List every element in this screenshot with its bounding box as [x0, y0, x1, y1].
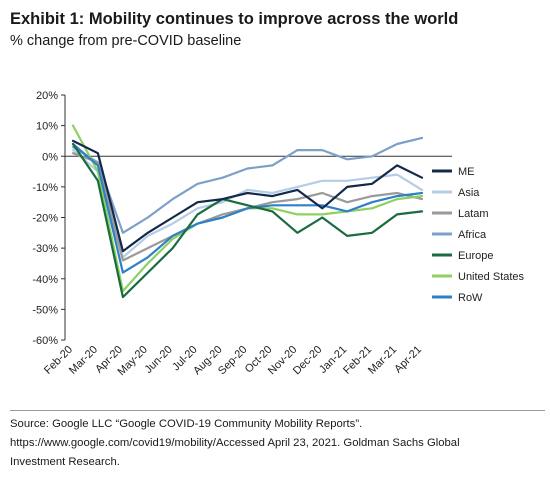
legend-label: Europe [458, 250, 493, 262]
y-tick-label: -10% [32, 182, 58, 194]
source-note: Source: Google LLC “Google COVID-19 Comm… [10, 410, 545, 472]
chart-subtitle: % change from pre-COVID baseline [10, 33, 242, 49]
y-tick-label: 20% [36, 90, 58, 102]
series-lines [71, 124, 424, 299]
source-line-3: Investment Research. [10, 456, 120, 468]
source-line-2: https://www.google.com/covid19/mobility/… [10, 437, 460, 449]
legend-label: RoW [458, 292, 483, 304]
y-tick-label: 0% [42, 151, 58, 163]
x-tick-label: Mar-20 [67, 344, 100, 377]
legend-label: Africa [458, 229, 487, 241]
legend-label: ME [458, 166, 475, 178]
x-tick-label: Jun-20 [143, 344, 175, 376]
legend-label: United States [458, 271, 525, 283]
series-line-europe [71, 142, 424, 299]
legend-label: Latam [458, 208, 489, 220]
series-line-me [71, 139, 424, 253]
axes: 20%10%0%-10%-20%-30%-40%-50%-60%Feb-20Ma… [32, 90, 452, 378]
y-tick-label: -20% [32, 213, 58, 225]
y-tick-label: -60% [32, 335, 58, 347]
series-line-row [71, 142, 424, 274]
y-tick-label: -30% [32, 243, 58, 255]
y-tick-label: -40% [32, 274, 58, 286]
legend-label: Asia [458, 187, 480, 199]
source-line-1: Source: Google LLC “Google COVID-19 Comm… [10, 418, 363, 430]
y-tick-label: 10% [36, 121, 58, 133]
x-tick-label: Apr-21 [392, 344, 424, 376]
chart-title: Exhibit 1: Mobility continues to improve… [10, 10, 459, 28]
series-line-asia [71, 149, 424, 259]
legend: ME Asia Latam Africa Europe United States RoW [432, 166, 525, 304]
line-chart: 20%10%0%-10%-20%-30%-40%-50%-60%Feb-20Ma… [32, 90, 525, 378]
x-tick-label: Mar-21 [366, 344, 399, 377]
y-tick-label: -50% [32, 304, 58, 316]
series-line-africa [71, 136, 424, 234]
